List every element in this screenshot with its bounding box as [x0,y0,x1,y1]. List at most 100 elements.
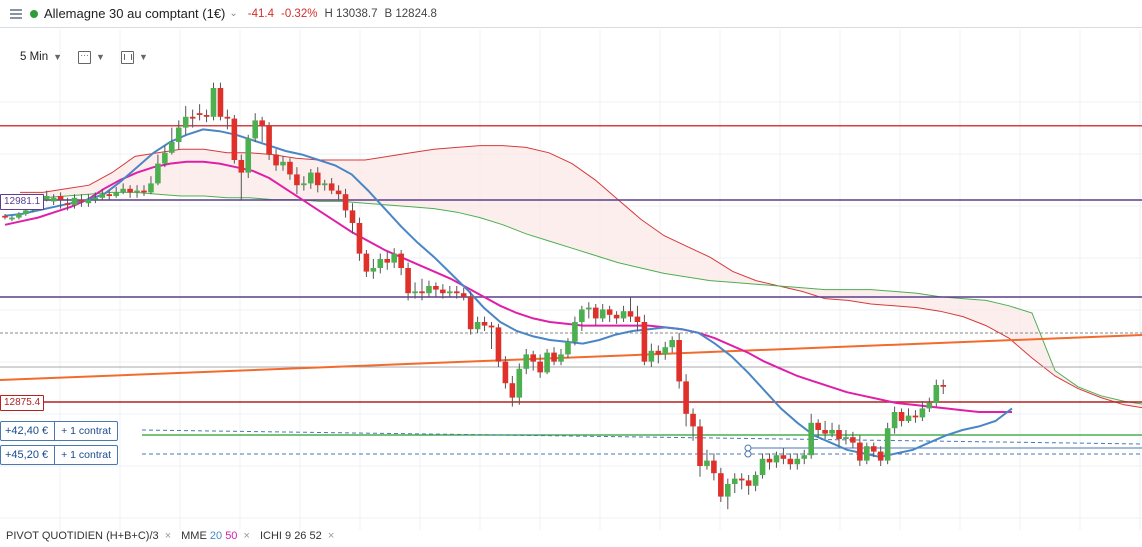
change-value: -41.4 [247,7,274,20]
candle-body [419,291,425,294]
candle-body [106,194,113,196]
position-badge[interactable]: +42,40 € + 1 contrat [0,421,119,441]
candle-body [273,154,279,166]
chart-type-icon [78,48,92,64]
ichimoku-cloud [19,145,1142,409]
candle-body [196,113,203,115]
entry-marker [744,450,752,458]
candle-body [877,451,884,461]
candle-body [530,354,536,362]
candle-body [627,311,634,317]
position-badge[interactable]: +45,20 € + 1 contrat [0,445,119,465]
chart-type-button[interactable]: ▼ [78,48,105,64]
entry-marker [744,444,752,452]
candle-body [182,116,189,128]
market-status-icon [30,9,38,18]
candle-body [502,361,509,384]
candle-body [412,291,418,294]
candle-body [356,223,363,254]
candle-body [321,183,328,186]
price-label-support: 12875.4 [0,395,45,411]
candle-body [898,412,905,421]
candle-body [759,458,766,475]
high-value: H 13038.7 [324,7,378,20]
candle-body [238,160,245,173]
position-pl: +45,20 € [1,446,56,464]
candle-body [919,408,926,418]
candle-body [655,350,662,355]
ichimoku-indicator[interactable]: ICHI 9 26 52 × [259,530,335,542]
candle-body [155,163,161,184]
candle-body [120,188,126,193]
instrument-name[interactable]: Allemagne 30 au comptant (1€) [44,6,226,21]
candle-body [697,426,703,466]
candle-body [301,183,307,186]
layout-icon [120,50,134,64]
price-label-pivot: 12981.1 [0,194,45,210]
candle-body [551,352,557,362]
candle-body [210,88,217,117]
candle-body [342,194,349,211]
position-contract: + 1 contrat [61,425,112,437]
candle-body [85,199,92,204]
candle-body [787,458,794,465]
candle-body [648,350,655,362]
candle-body [175,127,182,142]
timeframe-dropdown[interactable]: 5 Min ▼ [20,51,62,63]
candle-body [794,458,801,465]
candle-body [259,120,265,126]
change-percent: -0.32% [281,7,318,20]
candle-body [509,383,516,398]
candle-body [335,190,342,195]
remove-icon[interactable]: × [243,530,250,542]
candle-body [815,422,821,430]
layout-button[interactable]: ▼ [120,50,148,64]
ema-lines [4,128,1013,459]
candle-body [384,259,391,263]
candle-body [884,428,891,461]
candle-body [808,422,814,456]
candle-body [266,125,272,155]
candle-body [822,430,828,434]
instrument-bar: Allemagne 30 au comptant (1€) ⌄ -41.4 -0… [0,0,1142,28]
candle-body [745,480,752,486]
candle-body [565,341,571,355]
position-contract: + 1 contrat [61,449,112,461]
candle-body [16,214,22,218]
candle-body [113,192,119,196]
chevron-down-icon[interactable]: ⌄ [229,8,238,19]
candle-body [634,316,641,322]
mme-indicator[interactable]: MME 20 50 × [181,530,250,542]
candle-body [64,203,71,205]
candle-body [162,152,168,164]
candle-body [433,286,439,290]
candle-body [50,197,57,202]
candle-body [245,138,252,173]
candle-body [891,412,898,429]
candle-body [467,296,474,330]
candle-body [495,327,502,362]
caret-down-icon: ▼ [53,52,63,62]
candle-body [217,88,224,117]
candle-body [203,115,210,117]
menu-icon[interactable] [10,8,22,19]
candle-body [606,309,613,315]
candle-body [189,116,196,119]
pivot-indicator[interactable]: PIVOT QUOTIDIEN (H+B+C)/3 × [6,530,172,542]
candle-body [294,174,300,186]
candle-body [704,460,710,466]
candle-body [57,196,64,200]
remove-icon[interactable]: × [164,530,172,542]
candle-body [426,286,432,294]
candle-body [586,307,592,310]
candle-body [558,354,564,362]
chart-grid [0,30,1142,530]
remove-icon[interactable]: × [327,530,335,542]
orange-trendline [0,334,1142,381]
candle-body [127,188,133,193]
candle-body [447,291,453,294]
candle-body [92,197,99,200]
candle-body [766,458,773,463]
candle-body [926,403,933,409]
